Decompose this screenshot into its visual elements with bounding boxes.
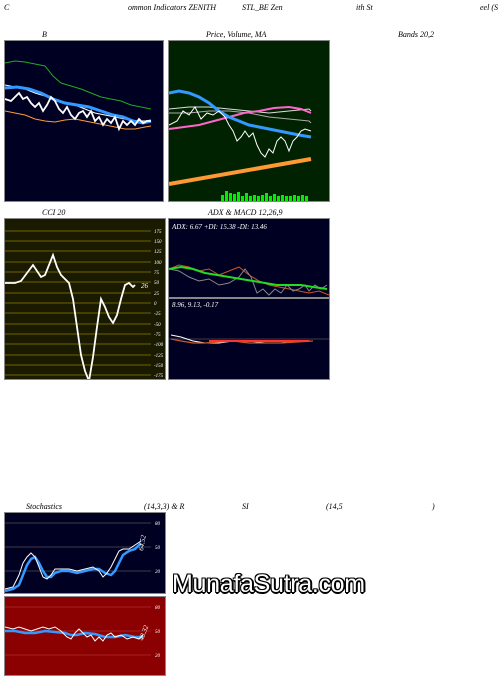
cci-tick: 150: [154, 240, 162, 245]
rsi-svg: 80 50 20 48.32: [5, 606, 161, 659]
cci-tick: -50: [154, 323, 161, 328]
bollinger-svg: [5, 60, 152, 132]
stoch-tick: 20: [155, 570, 161, 575]
rsi-tick: 50: [155, 630, 161, 635]
header-eel: eel (S: [480, 3, 498, 12]
cci-tick: 0: [154, 302, 157, 307]
bollinger-price-line: [5, 91, 151, 132]
bollinger-ma-line: [5, 85, 152, 125]
cci-tick: 175: [154, 230, 162, 235]
rsi-chart: 80 50 20 48.32: [4, 596, 166, 676]
cci-tick: -150: [154, 364, 164, 369]
bollinger-upper-band: [5, 60, 152, 110]
cci-svg: 175 150 125 100 75 50 25 0 -25 -50 -75 -…: [5, 230, 164, 379]
cci-chart: 175 150 125 100 75 50 25 0 -25 -50 -75 -…: [4, 218, 166, 380]
adx-green-line: [169, 265, 328, 290]
header-c: C: [4, 3, 10, 12]
munafasutra-watermark: MunafaSutra.com: [172, 570, 365, 598]
bollinger-title: B: [42, 30, 47, 39]
adx-gray-line: [169, 268, 328, 296]
cci-tick: 25: [154, 292, 160, 297]
cci-title: CCI 20: [42, 208, 66, 217]
cci-tick: 75: [154, 271, 160, 276]
adx-values-label: ADX: 6.67 +DI: 15.38 -DI: 13.46: [171, 223, 267, 231]
price-line-white: [169, 106, 312, 158]
macd-histogram: [209, 340, 309, 342]
stoch-d-line: [5, 542, 142, 593]
cci-line: [5, 252, 136, 379]
rsi-line: [5, 626, 144, 642]
stoch-k-line: [5, 540, 142, 590]
rsi-tick: 80: [155, 606, 161, 611]
cci-tick: 100: [154, 261, 162, 266]
stoch-tick: 50: [155, 546, 161, 551]
cci-tick: -25: [154, 312, 161, 317]
stoch-tick: 80: [155, 522, 161, 527]
cci-ticks: 175 150 125 100 75 50 25 0 -25 -50 -75 -…: [154, 230, 164, 379]
macd-chart: 8.96, 9.13, -0.17: [168, 298, 330, 380]
stoch-params: (14,3,3) & R: [144, 502, 185, 511]
rsi-tick: 20: [155, 654, 161, 659]
header-ith: ith St: [356, 3, 373, 12]
macd-svg: 8.96, 9.13, -0.17: [169, 301, 329, 344]
adx-chart: ADX: 6.67 +DI: 15.38 -DI: 13.46: [168, 218, 330, 298]
bollinger-chart: [4, 40, 164, 202]
cci-tick: -125: [154, 354, 164, 359]
adx-svg: ADX: 6.67 +DI: 15.38 -DI: 13.46: [169, 223, 329, 296]
price-volume-chart: [168, 40, 330, 202]
volume-bars: [221, 191, 308, 201]
price-title: Price, Volume, MA: [206, 30, 267, 39]
cci-tick: 50: [154, 281, 160, 286]
rsi-value-label: 48.32: [137, 624, 150, 642]
price-svg: [169, 89, 312, 201]
price-ma-blue: [169, 89, 312, 139]
rsi-close: ): [432, 502, 435, 511]
stoch-value-label: 64.52: [137, 534, 148, 551]
price-ma-pink: [169, 105, 312, 130]
stoch-svg: 80 50 20 64.52: [5, 522, 161, 593]
macd-values-label: 8.96, 9.13, -0.17: [172, 301, 219, 309]
cci-tick: -100: [154, 343, 164, 348]
cci-tick: -175: [154, 374, 164, 379]
stoch-title: Stochastics: [26, 502, 62, 511]
rsi-params: (14,5: [326, 502, 343, 511]
price-trend-orange: [169, 157, 312, 186]
header-symbol: STL_BE Zen: [242, 3, 283, 12]
cci-tick: -75: [154, 333, 161, 338]
cci-value-label: 26: [141, 282, 149, 290]
header-common: ommon Indicators ZENITH: [128, 3, 217, 12]
adx-macd-title: ADX & MACD 12,26,9: [208, 208, 283, 217]
cci-tick: 125: [154, 250, 162, 255]
stochastics-chart: 80 50 20 64.52: [4, 512, 166, 594]
bollinger-lower-band: [5, 110, 152, 130]
bands-title: Bands 20,2: [398, 30, 434, 39]
rsi-title: SI: [242, 502, 249, 511]
